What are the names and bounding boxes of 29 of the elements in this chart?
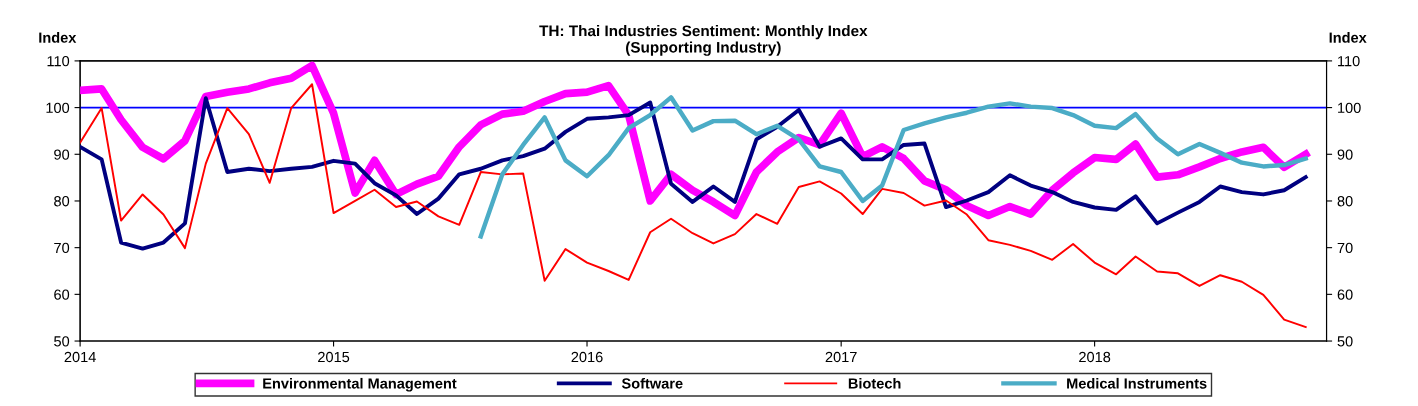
y-tick-label: 60 bbox=[54, 289, 70, 300]
x-tick-label: 2014 bbox=[64, 351, 96, 363]
y2-tick-label: 70 bbox=[1337, 242, 1353, 254]
y2-tick-label: 90 bbox=[1337, 149, 1353, 160]
line-series bbox=[80, 83, 1307, 328]
legend-label: Environmental Management bbox=[263, 377, 457, 392]
y-axis-title: Index bbox=[39, 32, 77, 43]
y2-tick-label: 110 bbox=[1338, 56, 1360, 67]
y2-tick-label: 80 bbox=[1337, 196, 1353, 207]
y-tick-label: 100 bbox=[46, 102, 70, 114]
y-tick-label: 110 bbox=[47, 56, 70, 67]
legend-label: Software bbox=[621, 377, 683, 389]
x-tick-label: 2017 bbox=[825, 351, 857, 363]
y2-tick-label: 100 bbox=[1338, 102, 1361, 114]
x-tick-label: 2016 bbox=[571, 351, 603, 363]
x-tick-label: 2018 bbox=[1079, 351, 1111, 363]
y-tick-label: 50 bbox=[54, 336, 70, 347]
legend-label: Medical Instruments bbox=[1067, 377, 1207, 389]
line-series bbox=[478, 95, 1308, 239]
legend-label: Biotech bbox=[848, 377, 901, 389]
y-tick-label: 90 bbox=[54, 149, 70, 160]
y2-tick-label: 50 bbox=[1337, 336, 1353, 347]
y-tick-label: 70 bbox=[54, 242, 70, 254]
y-tick-label: 80 bbox=[54, 196, 70, 207]
x-tick-label: 2015 bbox=[318, 351, 350, 363]
y2-axis-title: Index bbox=[1329, 32, 1367, 43]
line-series bbox=[80, 96, 1308, 251]
chart-title: TH: Thai Industries Sentiment: Monthly Index (Supporting Industry) bbox=[539, 25, 868, 56]
y2-tick-label: 60 bbox=[1337, 289, 1353, 300]
